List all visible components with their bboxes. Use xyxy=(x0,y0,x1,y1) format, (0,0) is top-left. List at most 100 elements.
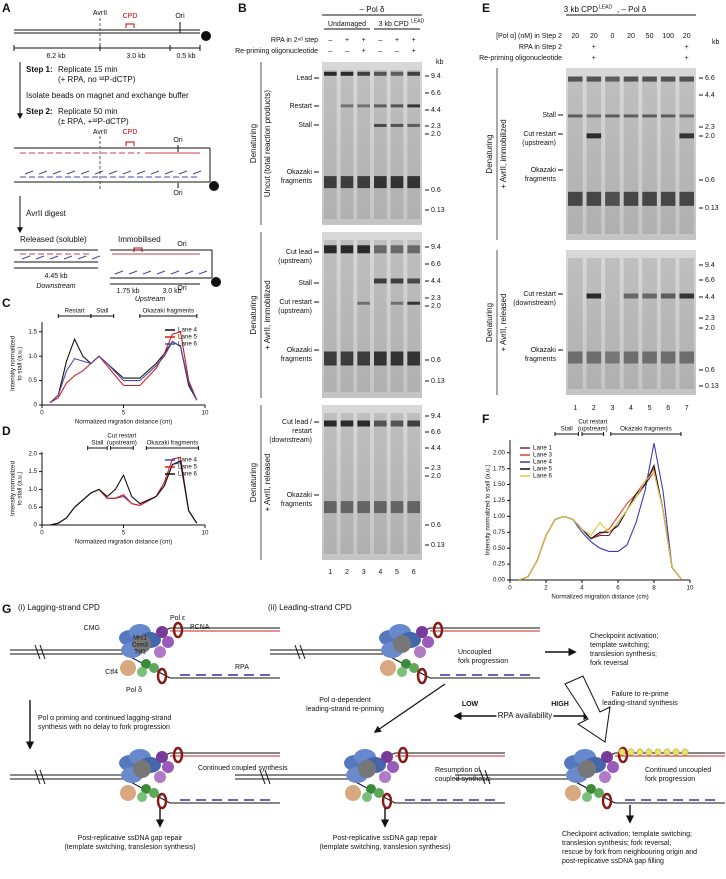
legend-label: Lane 4 xyxy=(178,457,197,464)
gel-band xyxy=(374,245,387,254)
gel-band xyxy=(586,76,602,82)
y-tick-label: 0 xyxy=(34,402,38,409)
protein xyxy=(366,784,376,794)
gel-band xyxy=(324,501,337,514)
gel-band xyxy=(357,501,370,514)
label: – xyxy=(345,48,349,55)
gel-smear xyxy=(407,70,420,219)
bead xyxy=(211,277,221,287)
label: Resumption of xyxy=(435,767,480,774)
gel-band xyxy=(605,76,620,82)
label: (± RPA, +³²P-dCTP) xyxy=(58,117,129,126)
band-label: (upstream) xyxy=(522,140,556,147)
gel-band xyxy=(340,176,354,189)
gel-band xyxy=(586,191,602,206)
label: 3.0 kb xyxy=(162,288,181,295)
gel-band xyxy=(390,71,404,76)
section-label: + AvrII, immobilized xyxy=(263,280,272,349)
label: CMG xyxy=(84,625,100,632)
label: Immobilised xyxy=(118,235,161,244)
gel-band xyxy=(568,76,583,82)
label: Post-replicative ssDNA gap repair xyxy=(78,835,183,842)
y-tick-label: 1.5 xyxy=(28,328,37,335)
band-label: fragments xyxy=(281,501,313,508)
label: Checkpoint activation; xyxy=(590,633,659,640)
marker-label: 0.13 xyxy=(705,383,719,390)
gel-band xyxy=(407,71,420,76)
gel-smear xyxy=(660,76,676,234)
marker-label: 2.3 xyxy=(431,295,441,302)
gel-band xyxy=(642,191,657,206)
label: Upstream xyxy=(135,296,166,303)
band-label: Okazaki xyxy=(287,347,313,354)
gel xyxy=(322,405,422,560)
marker-label: 0.6 xyxy=(431,357,441,364)
gel-smear xyxy=(586,76,602,234)
line xyxy=(164,170,174,175)
marker-label: 0.13 xyxy=(431,542,445,549)
label: Re-priming oligonucleotide xyxy=(235,48,318,55)
gel-band xyxy=(407,278,420,284)
gel xyxy=(566,250,696,395)
marker-label: 4.4 xyxy=(431,278,441,285)
gel-smear xyxy=(340,413,354,554)
band-label: Okazaki xyxy=(287,169,313,176)
line xyxy=(142,270,152,275)
marker-label: 2.0 xyxy=(431,473,441,480)
protein xyxy=(601,751,613,763)
band-label: Cut restart xyxy=(523,131,556,138)
band-label: (upstream) xyxy=(278,308,312,315)
series-line xyxy=(518,470,682,581)
marker-label: 2.0 xyxy=(705,133,715,140)
label: Step 1: xyxy=(26,65,53,74)
line xyxy=(136,170,146,175)
y-axis-label: Intensity normalized xyxy=(10,460,17,516)
lane-number: 3 xyxy=(362,569,366,576)
label: 0.5 kb xyxy=(176,53,195,60)
legend-label: Lane 3 xyxy=(533,452,552,459)
legend-label: Lane 6 xyxy=(533,473,552,480)
gel-band xyxy=(660,351,676,364)
marker-label: 9.4 xyxy=(431,244,441,251)
line xyxy=(108,170,118,175)
marker-label: 6.6 xyxy=(431,429,441,436)
y-tick-label: 0.25 xyxy=(493,561,506,568)
label: – xyxy=(328,37,332,44)
series-line xyxy=(49,340,198,404)
marker-label: 9.4 xyxy=(431,73,441,80)
gel-band xyxy=(357,104,370,108)
gel-band xyxy=(623,293,639,299)
protein xyxy=(156,626,168,638)
panel-label: G xyxy=(2,602,11,616)
label: (template switching, translesion synthes… xyxy=(319,844,450,851)
band-label: (downstream) xyxy=(269,437,312,444)
lane-number: 2 xyxy=(592,405,596,412)
y-tick-label: 1.0 xyxy=(28,486,37,493)
section-label: + AvrII, released xyxy=(499,294,508,352)
gel-band xyxy=(407,245,420,254)
line xyxy=(122,170,132,175)
protein xyxy=(380,660,396,676)
lane-number: 7 xyxy=(685,405,689,412)
gel-smear xyxy=(660,258,676,389)
gel-band xyxy=(340,351,354,366)
gel-band xyxy=(586,351,602,364)
label: CPD xyxy=(123,129,138,136)
x-axis-label: Normalized migration distance (cm) xyxy=(551,594,648,601)
gel-band xyxy=(679,76,694,82)
annotation: Stall xyxy=(561,426,573,433)
x-tick-label: 8 xyxy=(652,585,656,592)
lane-number: 3 xyxy=(610,405,614,412)
gel-band xyxy=(340,420,354,427)
gel-band xyxy=(660,293,676,299)
label: 3 kb CPD xyxy=(564,5,598,14)
label: kb xyxy=(712,39,720,46)
y-tick-label: 1.5 xyxy=(28,468,37,475)
gel-band xyxy=(390,278,404,284)
protein xyxy=(358,760,376,778)
x-tick-label: 6 xyxy=(616,585,620,592)
gel-band xyxy=(623,114,639,118)
label: Pol α priming and continued lagging-stra… xyxy=(38,715,171,722)
gel-smear xyxy=(357,240,370,392)
